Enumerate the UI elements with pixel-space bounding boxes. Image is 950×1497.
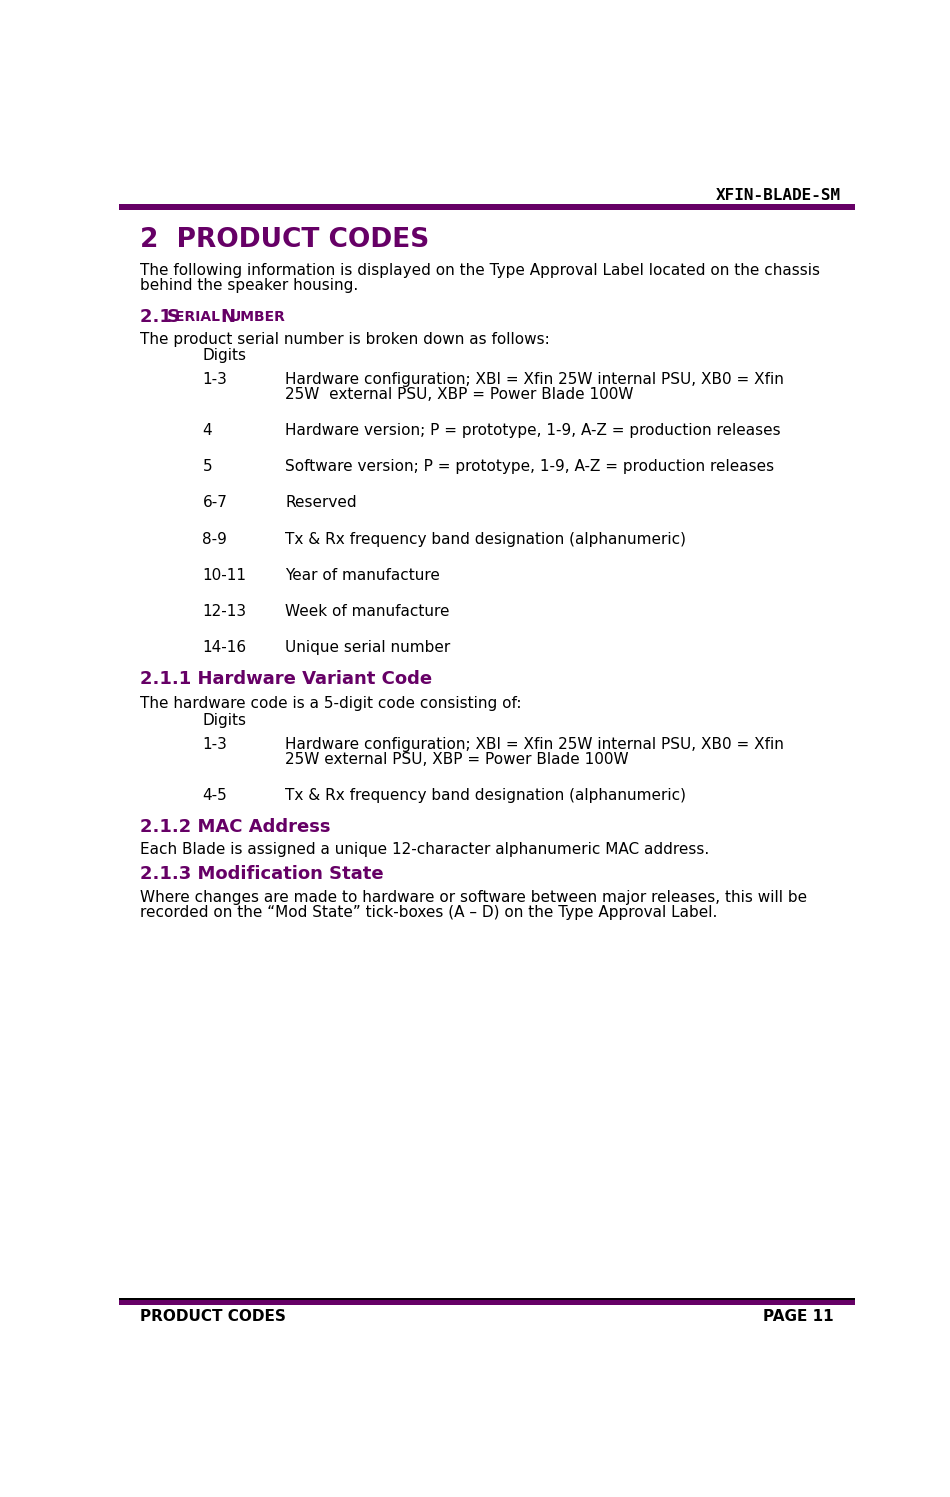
Text: Hardware configuration; XBI = Xfin 25W internal PSU, XB0 = Xfin: Hardware configuration; XBI = Xfin 25W i… (285, 737, 785, 751)
Text: The hardware code is a 5-digit code consisting of:: The hardware code is a 5-digit code cons… (141, 696, 522, 711)
Text: recorded on the “Mod State” tick-boxes (A – D) on the Type Approval Label.: recorded on the “Mod State” tick-boxes (… (141, 906, 718, 921)
Text: Week of manufacture: Week of manufacture (285, 603, 450, 618)
Text: Year of manufacture: Year of manufacture (285, 567, 440, 582)
Text: Digits: Digits (202, 713, 246, 728)
Bar (119, 1298, 855, 1299)
Text: 4: 4 (202, 424, 212, 439)
Text: 25W external PSU, XBP = Power Blade 100W: 25W external PSU, XBP = Power Blade 100W (285, 751, 629, 766)
Text: The product serial number is broken down as follows:: The product serial number is broken down… (141, 331, 550, 346)
Text: The following information is displayed on the Type Approval Label located on the: The following information is displayed o… (141, 263, 821, 278)
Text: 6-7: 6-7 (202, 496, 227, 510)
Text: Hardware version; P = prototype, 1-9, A-Z = production releases: Hardware version; P = prototype, 1-9, A-… (285, 424, 781, 439)
Text: N: N (220, 308, 236, 326)
Text: Reserved: Reserved (285, 496, 357, 510)
Text: 12-13: 12-13 (202, 603, 247, 618)
Text: 1-3: 1-3 (202, 737, 227, 751)
Text: behind the speaker housing.: behind the speaker housing. (141, 278, 359, 293)
Text: ERIAL: ERIAL (175, 310, 224, 323)
Text: 2  PRODUCT CODES: 2 PRODUCT CODES (141, 226, 429, 253)
Text: PAGE 11: PAGE 11 (763, 1310, 833, 1325)
Text: 2.1: 2.1 (141, 308, 185, 326)
Text: 4-5: 4-5 (202, 787, 227, 802)
Text: 25W  external PSU, XBP = Power Blade 100W: 25W external PSU, XBP = Power Blade 100W (285, 386, 634, 401)
Text: S: S (167, 308, 180, 326)
Text: 5: 5 (202, 460, 212, 475)
Text: Where changes are made to hardware or software between major releases, this will: Where changes are made to hardware or so… (141, 889, 808, 904)
Text: XFIN-BLADE-SM: XFIN-BLADE-SM (716, 187, 841, 202)
Text: Hardware configuration; XBI = Xfin 25W internal PSU, XB0 = Xfin: Hardware configuration; XBI = Xfin 25W i… (285, 373, 785, 388)
Bar (119, 204, 855, 211)
Text: 8-9: 8-9 (202, 531, 227, 546)
Text: Unique serial number: Unique serial number (285, 641, 450, 656)
Text: 1-3: 1-3 (202, 373, 227, 388)
Text: 14-16: 14-16 (202, 641, 247, 656)
Text: UMBER: UMBER (230, 310, 285, 323)
Text: Digits: Digits (202, 347, 246, 362)
Text: 10-11: 10-11 (202, 567, 246, 582)
Text: Tx & Rx frequency band designation (alphanumeric): Tx & Rx frequency band designation (alph… (285, 787, 686, 802)
Bar (119, 204, 855, 205)
Text: 2.1.3 Modification State: 2.1.3 Modification State (141, 865, 384, 883)
Text: 2.1.2 MAC Address: 2.1.2 MAC Address (141, 819, 331, 837)
Text: 2.1.1 Hardware Variant Code: 2.1.1 Hardware Variant Code (141, 671, 432, 689)
Text: Tx & Rx frequency band designation (alphanumeric): Tx & Rx frequency band designation (alph… (285, 531, 686, 546)
Text: PRODUCT CODES: PRODUCT CODES (141, 1310, 286, 1325)
Text: Software version; P = prototype, 1-9, A-Z = production releases: Software version; P = prototype, 1-9, A-… (285, 460, 774, 475)
Text: Each Blade is assigned a unique 12-character alphanumeric MAC address.: Each Blade is assigned a unique 12-chara… (141, 841, 710, 858)
Bar (119, 1298, 855, 1304)
